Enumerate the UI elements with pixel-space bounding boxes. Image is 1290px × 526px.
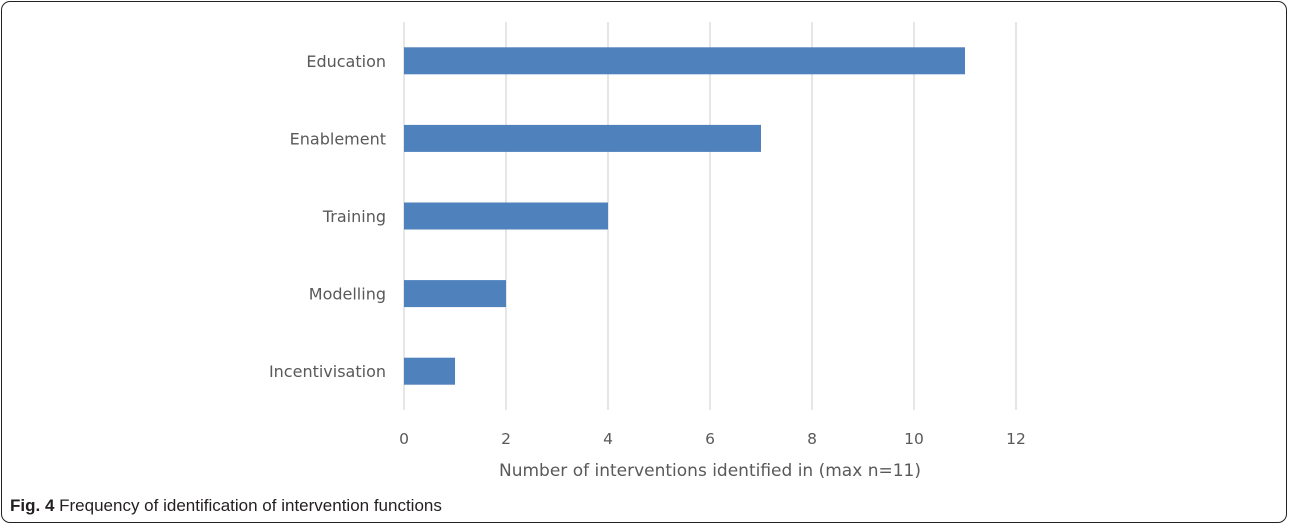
x-axis-title: Number of interventions identified in (m…	[499, 461, 921, 481]
x-tick-label: 10	[904, 430, 924, 448]
bar-education	[404, 47, 965, 75]
bar-chart: Education Enablement Training Modelling Ince…	[269, 22, 1026, 481]
x-tick-label: 6	[705, 430, 715, 448]
bar-enablement	[404, 124, 761, 152]
x-tick-label: 2	[501, 430, 511, 448]
chart-gridlines	[403, 22, 1017, 410]
chart-bars	[404, 47, 965, 385]
x-tick-label: 0	[399, 430, 409, 448]
x-tick-label: 4	[603, 430, 613, 448]
bar-modelling	[404, 280, 506, 308]
figure-caption: Fig. 4 Frequency of identification of in…	[10, 496, 442, 516]
category-label-incentivisation: Incentivisation	[269, 362, 386, 381]
category-label-modelling: Modelling	[309, 285, 386, 304]
category-label-training: Training	[322, 207, 386, 226]
x-tick-label: 8	[807, 430, 817, 448]
x-axis-tick-labels: 0 2 4 6 8 10 12	[399, 430, 1026, 448]
figure-caption-text: Frequency of identification of intervent…	[59, 496, 442, 515]
x-tick-label: 12	[1006, 430, 1026, 448]
category-label-enablement: Enablement	[290, 129, 386, 148]
category-label-education: Education	[306, 52, 386, 71]
bar-training	[404, 202, 608, 230]
bar-incentivisation	[404, 357, 455, 385]
figure-number: Fig. 4	[10, 496, 55, 515]
category-labels: Education Enablement Training Modelling Ince…	[269, 52, 386, 381]
